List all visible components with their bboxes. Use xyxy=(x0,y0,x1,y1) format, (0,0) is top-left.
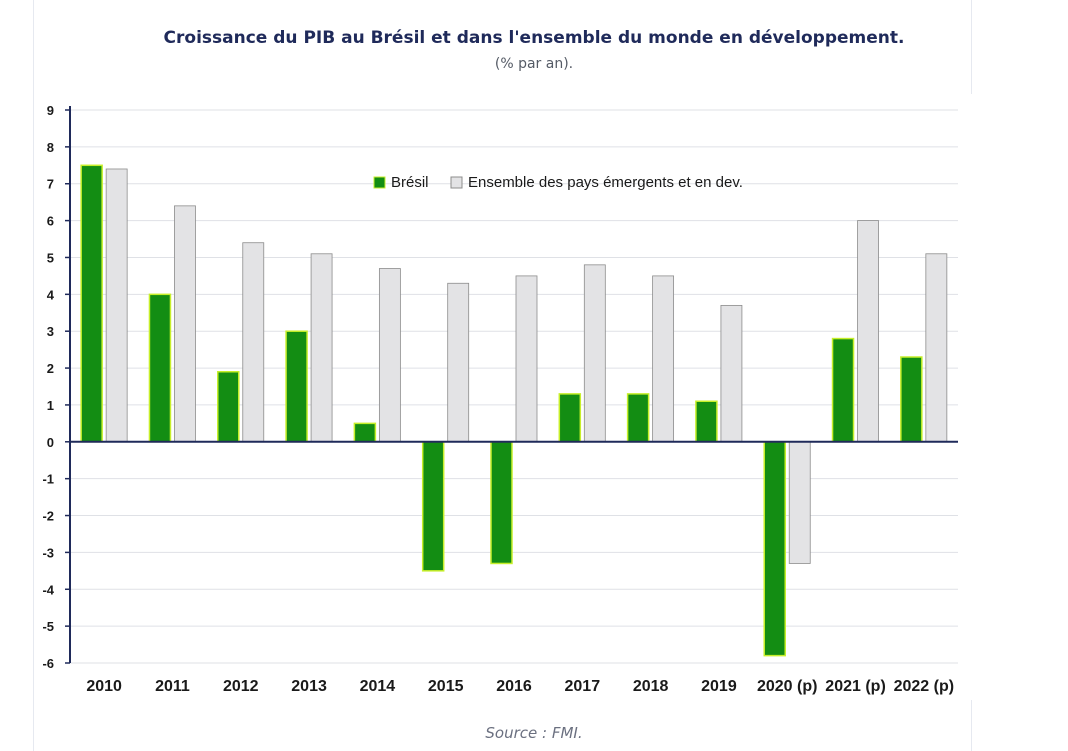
bar-emergents xyxy=(515,275,538,443)
bar-bresil xyxy=(900,356,923,443)
y-tick-label: -2 xyxy=(42,509,54,524)
legend-label: Brésil xyxy=(391,174,429,191)
y-tick-label: 2 xyxy=(47,361,54,376)
bar-bresil xyxy=(490,441,513,565)
x-tick-label: 2021 (p) xyxy=(825,678,885,695)
bar-emergents xyxy=(583,264,606,443)
x-tick-label: 2022 (p) xyxy=(894,678,954,695)
y-tick-label: 7 xyxy=(47,177,54,192)
legend-swatch xyxy=(373,176,386,189)
x-tick-label: 2011 xyxy=(155,678,190,695)
bar-bresil xyxy=(831,337,855,443)
y-tick-label: 0 xyxy=(47,435,54,450)
y-tick-label: -3 xyxy=(42,545,54,560)
bar-bresil xyxy=(695,400,718,443)
x-tick-label: 2013 xyxy=(291,678,327,695)
chart-title: Croissance du PIB au Brésil et dans l'en… xyxy=(163,28,905,48)
bar-bresil xyxy=(558,393,582,443)
bar-emergents xyxy=(174,205,196,443)
bar-bresil xyxy=(353,422,377,443)
x-tick-label: 2014 xyxy=(360,678,396,695)
y-tick-label: -6 xyxy=(42,656,54,671)
bar-emergents xyxy=(652,275,675,443)
bar-bresil xyxy=(217,371,240,443)
bar-emergents xyxy=(242,242,265,443)
bar-bresil xyxy=(285,330,308,443)
y-tick-label: 8 xyxy=(47,140,54,155)
x-tick-label: 2010 xyxy=(86,678,122,695)
source-note: Source : FMI. xyxy=(485,724,583,742)
x-tick-label: 2018 xyxy=(633,678,669,695)
bar-emergents xyxy=(105,168,128,443)
y-tick-label: 5 xyxy=(47,250,54,265)
bar-chart: 9 8 7 6 5 4 3 2 1 0 -1 -2 -3 -4 -5 -6 2010 2011 2012 2013 20… xyxy=(42,103,958,695)
y-tick-label: -5 xyxy=(42,619,54,634)
bar-emergents xyxy=(788,441,811,564)
bar-emergents xyxy=(310,253,333,443)
bar-emergents xyxy=(720,304,743,443)
bar-emergents xyxy=(378,268,401,443)
chart-subtitle: (% par an). xyxy=(494,56,574,72)
y-tick-label: 1 xyxy=(47,398,54,413)
bar-emergents xyxy=(447,282,470,443)
bar-bresil xyxy=(763,441,786,657)
x-tick-label: 2012 xyxy=(223,678,259,695)
x-tick-label: 2019 xyxy=(701,678,737,695)
bar-bresil xyxy=(148,293,172,443)
y-tick-label: -4 xyxy=(42,582,54,597)
x-tick-label: 2020 (p) xyxy=(757,678,817,695)
legend-swatch xyxy=(450,176,463,189)
y-tick-label: -1 xyxy=(42,472,54,487)
y-tick-label: 6 xyxy=(47,214,54,229)
legend-label: Ensemble des pays émergents et en dev. xyxy=(468,174,743,191)
bar-emergents xyxy=(857,220,879,443)
bar-bresil xyxy=(421,441,445,572)
chart-area: 9 8 7 6 5 4 3 2 1 0 -1 -2 -3 -4 -5 -6 2010 2011 2012 2013 20… xyxy=(34,94,972,700)
x-tick-label: 2016 xyxy=(496,678,532,695)
bar-bresil xyxy=(80,164,103,443)
y-tick-label: 3 xyxy=(47,324,54,339)
bar-bresil xyxy=(626,393,650,443)
bar-emergents xyxy=(925,253,948,443)
x-tick-label: 2017 xyxy=(565,678,601,695)
y-tick-label: 9 xyxy=(47,103,54,118)
x-tick-label: 2015 xyxy=(428,678,464,695)
y-tick-label: 4 xyxy=(47,287,55,302)
